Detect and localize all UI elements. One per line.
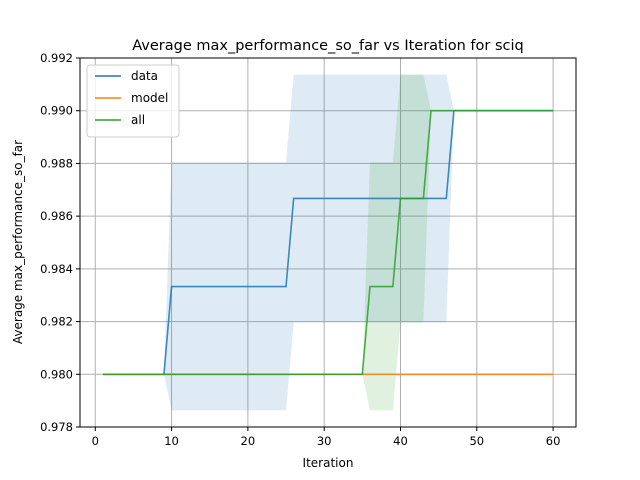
y-tick-label: 0.980 bbox=[40, 367, 73, 381]
plot-area-frame bbox=[79, 57, 577, 428]
chart-title: Average max_performance_so_far vs Iterat… bbox=[132, 38, 524, 54]
x-tick-label: 30 bbox=[317, 434, 332, 448]
series-line-all bbox=[102, 109, 554, 376]
y-tick-label: 0.986 bbox=[40, 209, 73, 223]
x-tick-label: 0 bbox=[92, 434, 99, 448]
x-axis-label: Iteration bbox=[303, 456, 354, 470]
legend-label-data: data bbox=[131, 69, 158, 83]
series-line-data bbox=[102, 109, 554, 376]
legend-box bbox=[86, 64, 180, 138]
y-tick-label: 0.992 bbox=[40, 51, 73, 65]
legend-label-model: model bbox=[131, 91, 168, 105]
legend-label-all: all bbox=[131, 113, 145, 127]
x-tick-label: 20 bbox=[241, 434, 256, 448]
y-tick-label: 0.984 bbox=[40, 262, 73, 276]
axis-ticks: 0 10 20 30 40 50 60 0.978 0.980 0.982 0.984 0.986 0.… bbox=[40, 51, 560, 448]
y-axis-label: Average max_performance_so_far bbox=[11, 140, 25, 344]
confidence-band-data bbox=[102, 74, 554, 411]
x-tick-label: 60 bbox=[546, 434, 561, 448]
y-tick-label: 0.978 bbox=[40, 420, 73, 434]
confidence-bands bbox=[102, 74, 554, 411]
x-tick-label: 50 bbox=[469, 434, 484, 448]
x-tick-label: 40 bbox=[393, 434, 408, 448]
legend: data model all bbox=[86, 64, 180, 138]
y-tick-label: 0.982 bbox=[40, 315, 73, 329]
y-tick-label: 0.988 bbox=[40, 156, 73, 170]
x-tick-label: 10 bbox=[164, 434, 179, 448]
y-tick-label: 0.990 bbox=[40, 104, 73, 118]
series-lines bbox=[102, 109, 554, 376]
